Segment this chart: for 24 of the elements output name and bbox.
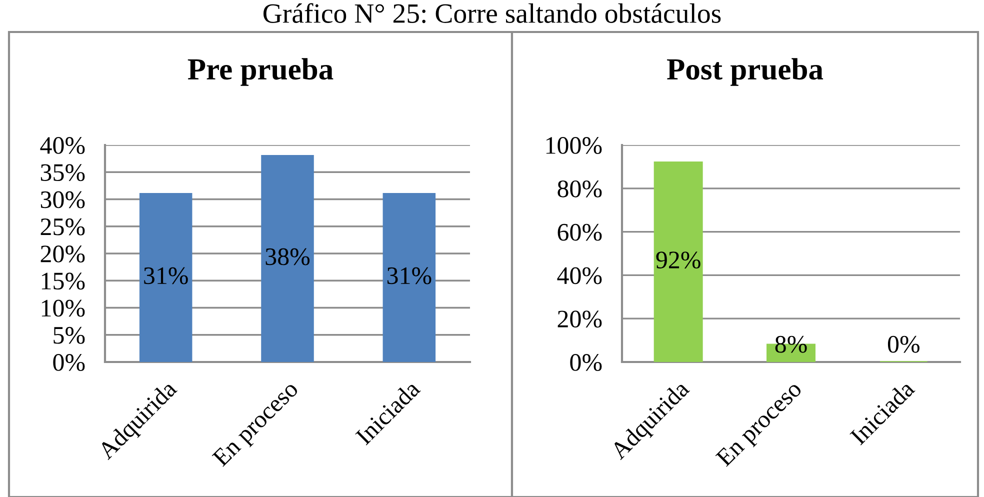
y-tick-label: 35% — [40, 164, 85, 182]
y-tick-label: 100% — [546, 137, 602, 154]
chart-title: Pre prueba — [188, 58, 334, 86]
chart-title: Post prueba — [667, 58, 824, 86]
data-label: 92% — [656, 252, 700, 269]
y-tick-label: 0% — [53, 354, 85, 371]
y-tick-label: 80% — [558, 180, 602, 198]
y-tick-label: 25% — [40, 218, 85, 236]
bar — [654, 162, 703, 362]
y-tick-label: 20% — [558, 310, 602, 328]
data-label: 31% — [387, 267, 432, 284]
y-tick-label: 40% — [557, 267, 602, 284]
text: Gráfico N° 25: Corre saltando obstáculos — [263, 3, 721, 24]
y-tick-label: 0% — [570, 354, 602, 371]
data-label: 0% — [888, 336, 920, 353]
data-label: 31% — [144, 267, 188, 284]
y-tick-label: 10% — [42, 300, 85, 317]
data-label: 38% — [266, 248, 310, 266]
y-tick-label: 5% — [54, 326, 85, 344]
y-tick-label: 60% — [558, 224, 602, 241]
y-tick-label: 20% — [40, 246, 85, 262]
y-tick-label: 30% — [40, 191, 85, 208]
y-tick-label: 15% — [42, 272, 85, 290]
y-tick-label: 40% — [40, 137, 85, 154]
